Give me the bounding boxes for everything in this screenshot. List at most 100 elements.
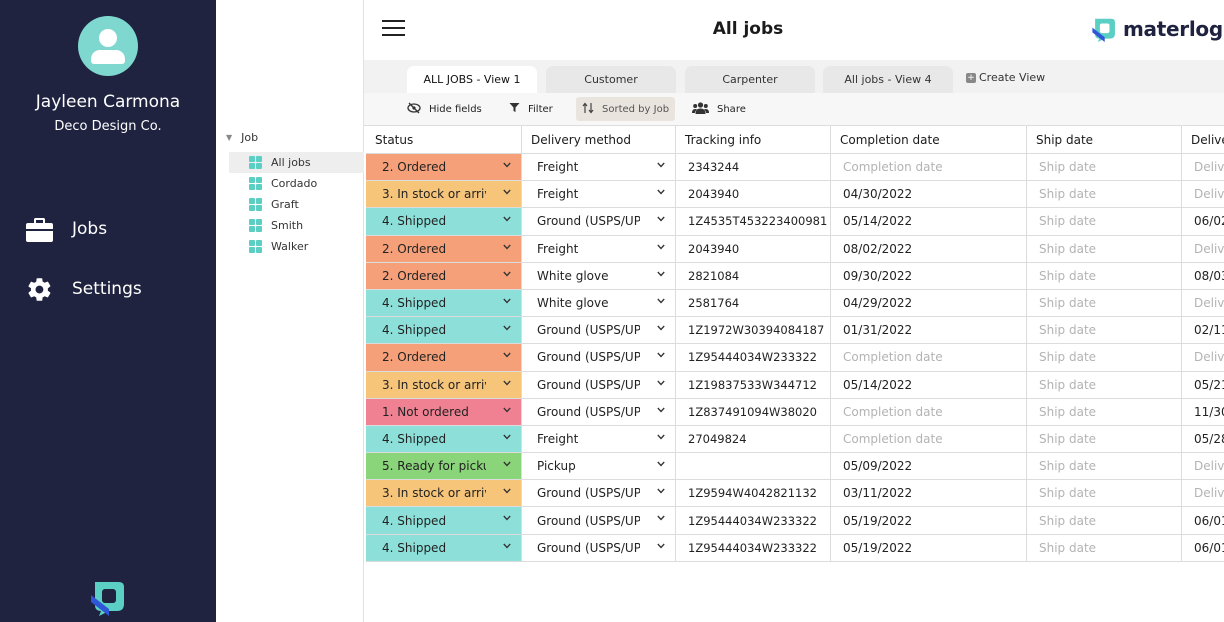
- delivery-date-cell[interactable]: 06/02: [1182, 208, 1224, 236]
- column-header-tracking-info[interactable]: Tracking info: [676, 126, 831, 154]
- tree-item-graft[interactable]: Graft: [229, 194, 364, 215]
- tracking-info-cell[interactable]: 2043940: [676, 235, 831, 263]
- delivery-method-select[interactable]: Freight: [522, 425, 676, 454]
- tracking-info-cell[interactable]: 1Z95444034W233322: [676, 534, 831, 562]
- completion-date-cell[interactable]: Completion date: [831, 344, 1027, 372]
- completion-date-cell[interactable]: 05/09/2022: [831, 453, 1027, 481]
- delivery-date-cell[interactable]: 11/30: [1182, 399, 1224, 426]
- column-header-delivery-method[interactable]: Delivery method: [522, 126, 676, 154]
- ship-date-cell[interactable]: Ship date: [1027, 344, 1182, 372]
- share-button[interactable]: Share: [686, 97, 752, 121]
- table-row[interactable]: 2. Ordered Ground (USPS/UPS) 1Z95444034W23…: [366, 344, 1224, 372]
- status-select[interactable]: 4. Shipped: [366, 289, 522, 318]
- table-row[interactable]: 4. Shipped White glove 2581764 04/29/2022 Sh…: [366, 289, 1224, 318]
- ship-date-cell[interactable]: Ship date: [1027, 262, 1182, 290]
- filter-button[interactable]: Filter: [503, 97, 559, 121]
- sorted-by-job-button[interactable]: Sorted by Job: [576, 97, 676, 121]
- status-select[interactable]: 4. Shipped: [366, 317, 522, 345]
- tracking-info-cell[interactable]: [676, 453, 831, 481]
- status-select[interactable]: 2. Ordered: [366, 235, 522, 263]
- ship-date-cell[interactable]: Ship date: [1027, 235, 1182, 263]
- delivery-method-select[interactable]: Ground (USPS/UPS): [522, 534, 676, 562]
- tracking-info-cell[interactable]: 1Z19837533W344712: [676, 371, 831, 399]
- status-select[interactable]: 2. Ordered: [366, 262, 522, 290]
- delivery-method-select[interactable]: White glove: [522, 289, 676, 318]
- completion-date-cell[interactable]: 09/30/2022: [831, 262, 1027, 290]
- delivery-method-select[interactable]: Freight: [522, 235, 676, 263]
- tracking-info-cell[interactable]: 2581764: [676, 289, 831, 318]
- table-row[interactable]: 3. In stock or arriving Freight 204394004/…: [366, 181, 1224, 209]
- menu-icon[interactable]: [382, 20, 405, 37]
- ship-date-cell[interactable]: Ship date: [1027, 425, 1182, 454]
- delivery-method-select[interactable]: Pickup: [522, 453, 676, 481]
- status-select[interactable]: 4. Shipped: [366, 534, 522, 562]
- delivery-date-cell[interactable]: Delivery date: [1182, 480, 1224, 508]
- tree-item-all-jobs[interactable]: All jobs: [229, 152, 364, 173]
- table-row[interactable]: 2. Ordered Freight 2043940 08/02/2022 Ship d…: [366, 235, 1224, 263]
- ship-date-cell[interactable]: Ship date: [1027, 154, 1182, 182]
- delivery-method-select[interactable]: White glove: [522, 262, 676, 290]
- table-row[interactable]: 4. Shipped Ground (USPS/UPS) 1Z95444034W23…: [366, 534, 1224, 562]
- tracking-info-cell[interactable]: 27049824: [676, 425, 831, 454]
- tracking-info-cell[interactable]: 1Z95444034W233322: [676, 507, 831, 535]
- ship-date-cell[interactable]: Ship date: [1027, 317, 1182, 345]
- tracking-info-cell[interactable]: 2043940: [676, 181, 831, 209]
- delivery-date-cell[interactable]: Delivery date: [1182, 344, 1224, 372]
- table-row[interactable]: 3. In stock or arriving Ground (USPS/UPS)…: [366, 480, 1224, 508]
- completion-date-cell[interactable]: 05/14/2022: [831, 371, 1027, 399]
- status-select[interactable]: 5. Ready for pickup: [366, 453, 522, 481]
- ship-date-cell[interactable]: Ship date: [1027, 453, 1182, 481]
- delivery-method-select[interactable]: Freight: [522, 154, 676, 182]
- status-select[interactable]: 2. Ordered: [366, 344, 522, 372]
- delivery-method-select[interactable]: Ground (USPS/UPS): [522, 480, 676, 508]
- delivery-method-select[interactable]: Ground (USPS/UPS): [522, 398, 676, 426]
- hide-fields-button[interactable]: Hide fields: [401, 97, 488, 121]
- delivery-method-select[interactable]: Ground (USPS/UPS): [522, 317, 676, 345]
- column-header-status[interactable]: Status: [366, 126, 522, 154]
- sidebar-item-jobs[interactable]: Jobs: [26, 215, 107, 243]
- tracking-info-cell[interactable]: 2821084: [676, 262, 831, 290]
- tree-item-smith[interactable]: Smith: [229, 215, 364, 236]
- delivery-method-select[interactable]: Ground (USPS/UPS): [522, 344, 676, 372]
- ship-date-cell[interactable]: Ship date: [1027, 371, 1182, 399]
- delivery-date-cell[interactable]: 06/01: [1182, 535, 1224, 562]
- column-header-ship-date[interactable]: Ship date: [1027, 126, 1182, 154]
- tracking-info-cell[interactable]: 1Z9594W4042821132: [676, 480, 831, 508]
- delivery-date-cell[interactable]: Delivery date: [1182, 181, 1224, 209]
- delivery-date-cell[interactable]: 05/28: [1182, 426, 1224, 454]
- tree-root-job[interactable]: ▼ Job: [226, 131, 258, 144]
- table-row[interactable]: 2. Ordered Freight 2343244 Completion date S…: [366, 154, 1224, 182]
- delivery-date-cell[interactable]: Delivery date: [1182, 290, 1224, 318]
- completion-date-cell[interactable]: 05/19/2022: [831, 534, 1027, 562]
- completion-date-cell[interactable]: Completion date: [831, 425, 1027, 454]
- table-row[interactable]: 5. Ready for pickup Pickup 05/09/2022Ship …: [366, 453, 1224, 481]
- column-header-completion-date[interactable]: Completion date: [831, 126, 1027, 154]
- completion-date-cell[interactable]: 01/31/2022: [831, 317, 1027, 345]
- completion-date-cell[interactable]: Completion date: [831, 154, 1027, 182]
- completion-date-cell[interactable]: 08/02/2022: [831, 235, 1027, 263]
- status-select[interactable]: 4. Shipped: [366, 507, 522, 535]
- table-row[interactable]: 2. Ordered White glove 2821084 09/30/2022 Sh…: [366, 262, 1224, 290]
- table-row[interactable]: 3. In stock or arriving Ground (USPS/UPS)…: [366, 371, 1224, 399]
- status-select[interactable]: 3. In stock or arriving: [366, 371, 522, 399]
- ship-date-cell[interactable]: Ship date: [1027, 208, 1182, 236]
- tracking-info-cell[interactable]: 1Z95444034W233322: [676, 344, 831, 372]
- completion-date-cell[interactable]: 04/29/2022: [831, 289, 1027, 318]
- completion-date-cell[interactable]: 04/30/2022: [831, 181, 1027, 209]
- avatar[interactable]: [78, 16, 138, 76]
- tracking-info-cell[interactable]: 1Z4535T453223400981: [676, 208, 831, 236]
- table-row[interactable]: 4. Shipped Ground (USPS/UPS) 1Z1972W303940…: [366, 317, 1224, 345]
- tracking-info-cell[interactable]: 1Z1972W30394084187: [676, 317, 831, 345]
- tracking-info-cell[interactable]: 1Z837491094W38020: [676, 398, 831, 426]
- tree-item-walker[interactable]: Walker: [229, 236, 364, 257]
- table-row[interactable]: 4. Shipped Ground (USPS/UPS) 1Z95444034W23…: [366, 507, 1224, 535]
- column-header-delivery-date[interactable]: Delivery date: [1182, 126, 1224, 154]
- ship-date-cell[interactable]: Ship date: [1027, 507, 1182, 535]
- ship-date-cell[interactable]: Ship date: [1027, 398, 1182, 426]
- tree-item-cordado[interactable]: Cordado: [229, 173, 364, 194]
- table-row[interactable]: 4. Shipped Ground (USPS/UPS) 1Z4535T453223…: [366, 208, 1224, 236]
- status-select[interactable]: 4. Shipped: [366, 425, 522, 454]
- table-row[interactable]: 4. Shipped Freight 27049824 Completion date…: [366, 425, 1224, 454]
- delivery-date-cell[interactable]: Delivery date: [1182, 453, 1224, 481]
- status-select[interactable]: 1. Not ordered: [366, 398, 522, 426]
